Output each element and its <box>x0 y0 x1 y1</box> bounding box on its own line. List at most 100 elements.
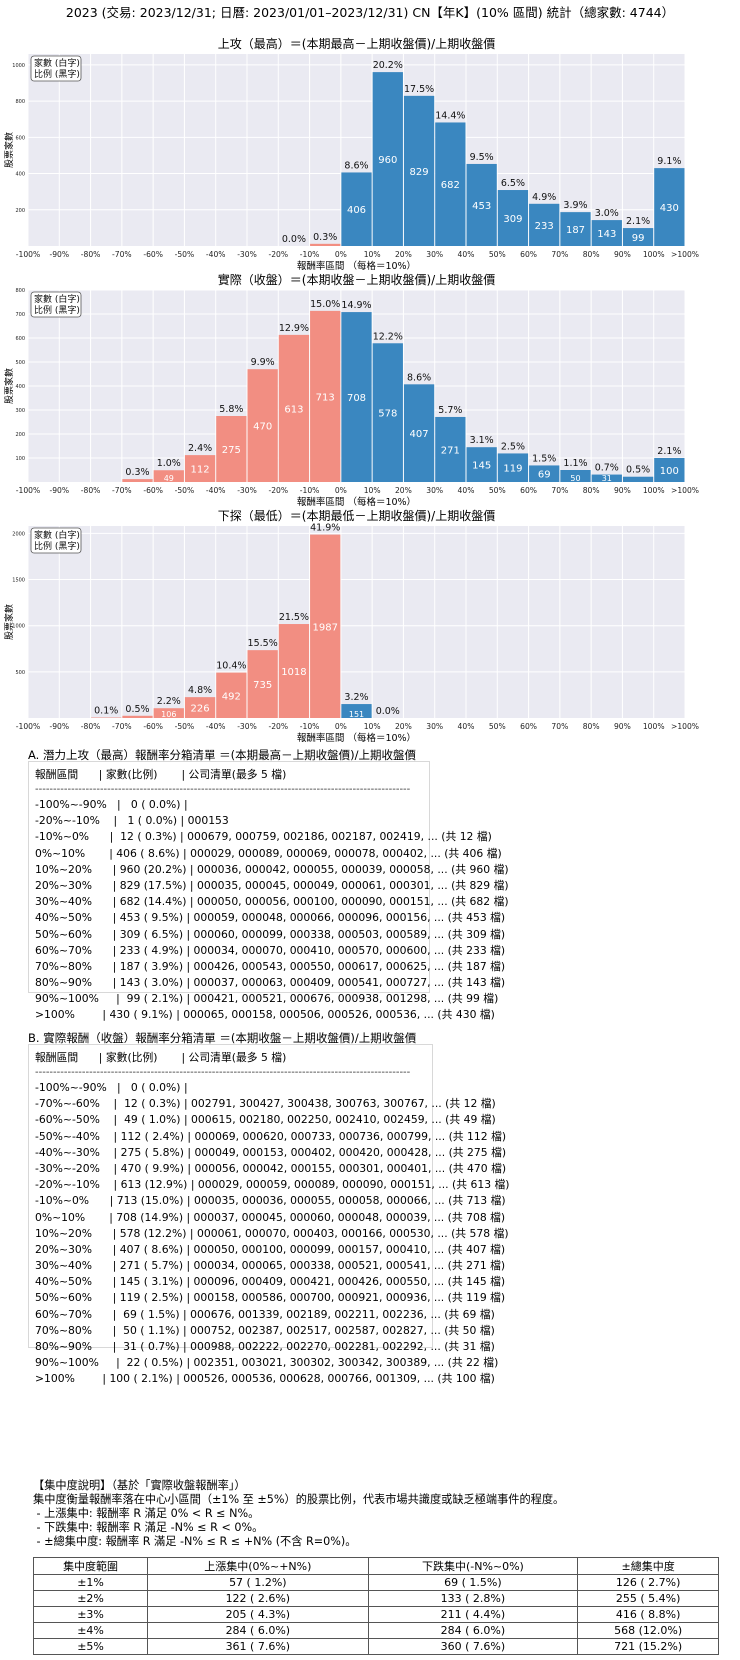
x-tick-label: 100% <box>643 722 665 731</box>
legend-box: 家數 (白字)比例 (黑字) <box>30 55 82 82</box>
y-tick-label: 600 <box>15 336 25 342</box>
bar <box>184 455 216 482</box>
concentration-header-cell: 下跌集中(-N%~0%) <box>367 1557 579 1575</box>
bar <box>372 343 403 482</box>
x-tick-label: 100% <box>643 250 665 259</box>
x-tick-label: -70% <box>112 722 132 731</box>
chart-svg: 下探（最低）＝(本期最低－上期收盤價)/上期收盤價 500 1000 1500 2000… <box>3 509 699 742</box>
x-tick-label: 80% <box>583 486 600 495</box>
x-tick-label: -100% <box>16 722 40 731</box>
legend-frame <box>30 527 82 554</box>
bar-pct-label: 0.3% <box>313 232 337 243</box>
section-b-row: 70%~80% | 50 ( 1.1%) | 000752, 002387, 0… <box>35 1323 495 1337</box>
x-tick-label: -80% <box>81 722 101 731</box>
y-tick-label: 300 <box>15 408 25 414</box>
bar-pct-label: 9.9% <box>251 357 275 368</box>
y-tick-label: 500 <box>15 670 25 676</box>
bar <box>310 243 341 246</box>
concentration-cell: 361 ( 7.6%) <box>147 1638 369 1655</box>
bar-count-label: 613 <box>284 404 303 415</box>
bar-count-label: 578 <box>378 409 397 420</box>
bar-count-label: 1018 <box>281 667 306 678</box>
concentration-cell: 211 ( 4.4%) <box>367 1606 579 1623</box>
x-tick-label: 50% <box>489 250 506 259</box>
concentration-cell: 122 ( 2.6%) <box>147 1590 369 1607</box>
section-a-header: 報酬區間 | 家數(比例) | 公司清單(最多 5 檔) <box>35 768 287 781</box>
x-tick-label: 50% <box>489 722 506 731</box>
concentration-cell: 126 ( 2.7%) <box>577 1574 719 1591</box>
concentration-row: ±3% 205 ( 4.3%) 211 ( 4.4%) 416 ( 8.8%) <box>32 1606 719 1623</box>
bar-pct-label: 5.8% <box>219 404 243 415</box>
legend-line: 家數 (白字) <box>34 529 80 541</box>
concentration-header-cell: 集中度範圍 <box>32 1557 149 1575</box>
x-tick-label: -30% <box>237 250 257 259</box>
legend-box: 家數 (白字)比例 (黑字) <box>30 291 82 318</box>
x-tick-label: -40% <box>206 486 226 495</box>
bar-count-label: 100 <box>660 466 679 477</box>
legend-line: 比例 (黑字) <box>34 304 80 316</box>
bar-count-label: 69 <box>538 470 551 481</box>
x-tick-label: 70% <box>551 486 568 495</box>
y-tick-label: 1000 <box>12 63 25 69</box>
bar-count-label: 143 <box>597 229 616 240</box>
y-tick-label: 200 <box>15 208 25 214</box>
bar-pct-label: 2.1% <box>657 446 681 457</box>
y-tick-label: 600 <box>15 135 25 141</box>
bar-count-label: 735 <box>253 680 272 691</box>
concentration-table: 集中度範圍 上漲集中(0%~+N%) 下跌集中(-N%~0%) ±總集中度 ±1% 57… <box>32 1557 719 1655</box>
x-axis-label: 報酬率區間 （每格＝10%） <box>297 732 416 742</box>
bar <box>560 212 591 246</box>
concentration-note-line: 【集中度說明】（基於「實際收盤報酬率」） <box>33 1479 246 1492</box>
chart-title: 上攻（最高）＝(本期最高－上期收盤價)/上期收盤價 <box>218 36 495 51</box>
bar <box>247 369 278 482</box>
section-a-row: 0%~10% | 406 ( 8.6%) | 000029, 000089, 0… <box>35 846 502 860</box>
bar <box>341 704 372 718</box>
bar-pct-label: 14.9% <box>341 300 371 311</box>
bar-count-label: 470 <box>253 422 272 433</box>
bar <box>591 220 622 246</box>
bar-pct-label: 5.7% <box>438 405 462 416</box>
y-tick-label: 2000 <box>12 531 25 537</box>
x-tick-label: 20% <box>395 722 412 731</box>
x-tick-label: 90% <box>614 250 631 259</box>
section-a-row: 40%~50% | 453 ( 9.5%) | 000059, 000048, … <box>35 911 506 925</box>
bar-count-label: 271 <box>441 445 460 456</box>
x-tick-label: 60% <box>520 722 537 731</box>
y-tick-label: 700 <box>15 312 25 318</box>
bar-pct-label: 0.0% <box>282 234 306 245</box>
bar-count-label: 713 <box>316 392 335 403</box>
bar-pct-label: 3.9% <box>563 200 587 211</box>
x-tick-label: 0% <box>335 486 347 495</box>
chart-upside-high: 上攻（最高）＝(本期最高－上期收盤價)/上期收盤價 200 400 600 800 100… <box>0 34 740 270</box>
bar <box>403 384 435 482</box>
bar-pct-label: 4.9% <box>532 192 556 203</box>
bar-count-label: 151 <box>349 710 364 719</box>
section-a-row: -10%~0% | 12 ( 0.3%) | 000679, 000759, 0… <box>35 830 492 844</box>
section-a-row: 10%~20% | 960 (20.2%) | 000036, 000042, … <box>35 862 509 876</box>
concentration-header-cell: ±總集中度 <box>577 1557 719 1575</box>
bar <box>122 715 153 718</box>
page-title: 2023 (交易: 2023/12/31; 日曆: 2023/01/01–202… <box>65 5 675 20</box>
y-tick-label: 800 <box>15 288 25 294</box>
bar-count-label: 99 <box>632 233 645 244</box>
bar-pct-label: 0.5% <box>626 465 650 476</box>
bar-pct-label: 12.9% <box>279 323 309 334</box>
x-tick-label: 80% <box>583 250 600 259</box>
bar-count-label: 31 <box>602 474 612 483</box>
bar <box>372 72 403 246</box>
bar-count-label: 407 <box>410 429 429 440</box>
x-tick-label: -70% <box>112 486 132 495</box>
x-axis-label: 報酬率區間 （每格＝10%） <box>297 496 416 506</box>
section-a-title: A. 潛力上攻（最高）報酬率分箱清單 ＝(本期最高－上期收盤價)/上期收盤價 <box>28 748 416 762</box>
bar <box>497 190 529 246</box>
legend-frame <box>30 55 82 82</box>
legend-line: 家數 (白字) <box>34 57 80 69</box>
bar-count-label: 187 <box>566 225 585 236</box>
concentration-cell: 416 ( 8.8%) <box>577 1606 719 1623</box>
bar-pct-label: 3.1% <box>470 435 494 446</box>
x-tick-label: -20% <box>268 486 288 495</box>
section-a-row: 30%~40% | 682 (14.4%) | 000050, 000056, … <box>35 895 509 909</box>
bar-pct-label: 2.2% <box>157 696 181 707</box>
x-tick-label: -80% <box>81 250 101 259</box>
concentration-note-line: - 下跌集中: 報酬率 R 滿足 -N% ≤ R < 0%。 <box>33 1521 264 1534</box>
